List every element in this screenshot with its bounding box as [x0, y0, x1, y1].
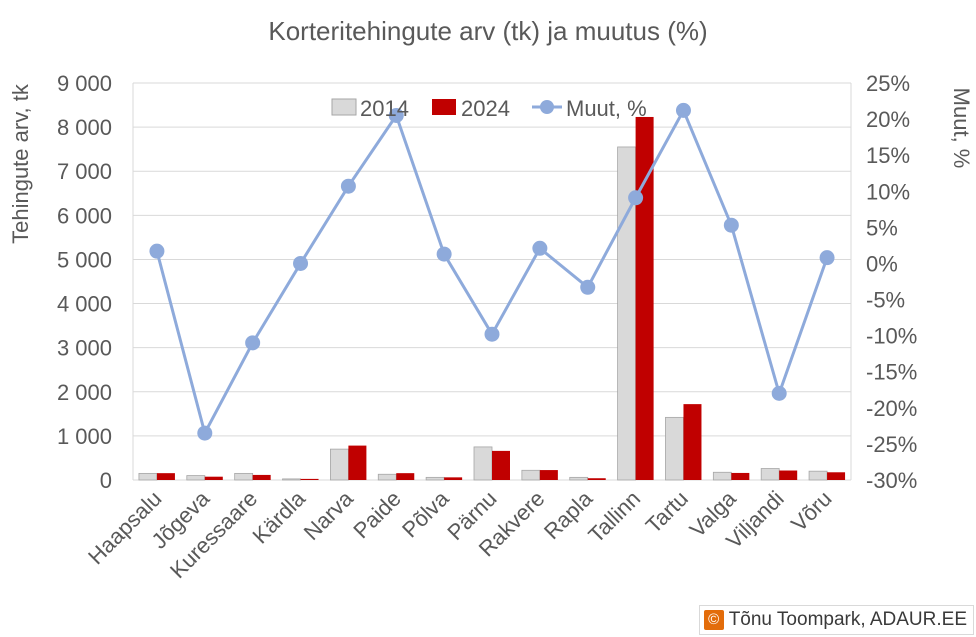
- y2-tick-label: -30%: [866, 468, 917, 493]
- category-label: Võru: [786, 486, 837, 537]
- y-tick-label: 7 000: [57, 159, 112, 184]
- change-point: [628, 190, 644, 206]
- change-line: [155, 106, 829, 438]
- line-group: [149, 102, 835, 441]
- change-point: [771, 385, 787, 401]
- bar-2024: [587, 478, 606, 480]
- bar-2024: [492, 450, 510, 480]
- gridlines: [132, 82, 852, 481]
- bar-2014: [282, 478, 301, 481]
- bar-2024: [539, 470, 558, 480]
- legend-swatch-2024: [432, 99, 456, 115]
- bar-2014: [425, 476, 445, 481]
- y2-tick-label: -5%: [866, 288, 905, 313]
- category-label: Põlva: [397, 485, 454, 542]
- y-tick-label: 5 000: [57, 247, 112, 272]
- category-label: Kärdla: [247, 485, 310, 548]
- credit-text: Tõnu Toompark, ADAUR.EE: [728, 609, 967, 630]
- category-label: Narva: [299, 485, 359, 545]
- bar-2014: [569, 476, 589, 481]
- right-axis-title: Muut, %: [949, 88, 974, 169]
- change-point: [723, 217, 739, 233]
- y2-tick-label: -10%: [866, 324, 917, 349]
- y-tick-label: 6 000: [57, 203, 112, 228]
- bar-2024: [827, 472, 846, 480]
- change-point: [532, 240, 548, 256]
- credit-box: © Tõnu Toompark, ADAUR.EE: [698, 605, 974, 635]
- change-point: [580, 279, 596, 295]
- y2-tick-label: -20%: [866, 396, 917, 421]
- change-point: [340, 178, 356, 194]
- bar-2024: [348, 445, 367, 480]
- y-tick-label: 1 000: [57, 424, 112, 449]
- bar-2024: [635, 116, 654, 481]
- bar-2014: [473, 446, 493, 481]
- bar-2014: [808, 470, 828, 481]
- bar-group: [138, 116, 846, 481]
- left-axis-ticks: 0 1 000 2 000 3 000 4 000 5 000 6 000 7 000 8 00…: [57, 71, 112, 493]
- bar-2014: [665, 416, 684, 481]
- bar-2024: [731, 472, 750, 480]
- copyright-icon: ©: [703, 610, 724, 630]
- legend-label-2024: 2024: [461, 96, 510, 121]
- bar-2014: [138, 472, 158, 481]
- change-point: [149, 243, 165, 259]
- chart-title: Korteritehingute arv (tk) ja muutus (%): [268, 16, 707, 46]
- bar-2014: [186, 475, 206, 481]
- bar-2024: [444, 477, 463, 480]
- bar-2014: [712, 471, 732, 481]
- change-point: [436, 246, 452, 262]
- y2-tick-label: -15%: [866, 360, 917, 385]
- legend-label-2014: 2014: [360, 96, 409, 121]
- category-label: Paide: [348, 486, 405, 543]
- y2-tick-label: 0%: [866, 251, 898, 276]
- bar-2014: [377, 473, 397, 481]
- category-label: Tallinn: [583, 486, 645, 548]
- legend-label-change: Muut, %: [566, 96, 647, 121]
- bar-2024: [300, 478, 319, 480]
- bar-2014: [521, 469, 541, 481]
- bar-2014: [234, 472, 254, 481]
- y-tick-label: 8 000: [57, 115, 112, 140]
- change-point: [484, 326, 500, 342]
- bar-2024: [156, 473, 175, 480]
- y-tick-label: 2 000: [57, 380, 112, 405]
- y2-tick-label: 25%: [866, 71, 910, 96]
- bar-2014: [329, 448, 349, 481]
- y2-tick-label: -25%: [866, 432, 917, 457]
- y-tick-label: 0: [100, 468, 112, 493]
- change-point: [819, 250, 835, 266]
- bar-2014: [760, 468, 780, 481]
- y-tick-label: 9 000: [57, 71, 112, 96]
- legend-marker: [540, 100, 554, 114]
- right-axis-ticks: -30% -25% -20% -15% -10% -5% 0% 5% 10% 15% 20% 25%: [866, 71, 917, 493]
- bar-2024: [252, 474, 271, 480]
- bar-2024: [779, 470, 798, 480]
- legend: 2014 2024 Muut, %: [331, 96, 647, 121]
- y2-tick-label: 15%: [866, 143, 910, 168]
- y-tick-label: 3 000: [57, 336, 112, 361]
- y2-tick-label: 5%: [866, 215, 898, 240]
- change-point: [245, 335, 261, 351]
- bar-2024: [204, 476, 223, 480]
- change-point: [197, 425, 213, 441]
- legend-swatch-2014: [331, 98, 357, 116]
- category-label: Tartu: [641, 486, 693, 538]
- category-labels: HaapsaluJõgevaKuressaareKärdlaNarvaPaide…: [83, 485, 837, 583]
- y2-tick-label: 20%: [866, 107, 910, 132]
- y2-tick-label: 10%: [866, 179, 910, 204]
- change-point: [675, 102, 691, 118]
- bar-2024: [683, 404, 702, 480]
- left-axis-title: Tehingute arv, tk: [8, 83, 33, 244]
- change-point: [293, 255, 309, 271]
- change-point: [388, 107, 404, 123]
- y-tick-label: 4 000: [57, 292, 112, 317]
- bar-2024: [396, 473, 415, 480]
